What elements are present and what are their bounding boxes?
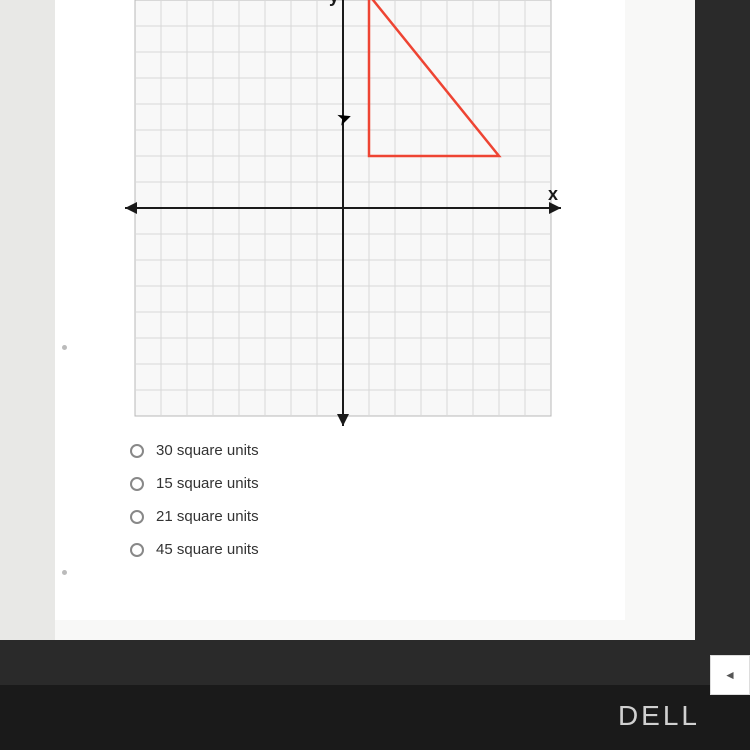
chevron-left-icon: ◄ <box>724 668 736 682</box>
option-label: 45 square units <box>156 541 259 558</box>
option-label: 21 square units <box>156 508 259 525</box>
radio-icon[interactable] <box>130 543 144 557</box>
option-15[interactable]: 15 square units <box>130 475 259 492</box>
x-axis-label: x <box>548 184 558 204</box>
y-axis-label: y <box>329 0 339 6</box>
radio-icon[interactable] <box>130 510 144 524</box>
graph-svg: x y <box>105 0 565 430</box>
option-45[interactable]: 45 square units <box>130 541 259 558</box>
page-margin <box>0 0 55 640</box>
coordinate-graph: x y ➤ <box>105 0 565 430</box>
dell-logo: DELL <box>618 700 700 732</box>
margin-dot <box>62 345 67 350</box>
option-30[interactable]: 30 square units <box>130 442 259 459</box>
option-label: 15 square units <box>156 475 259 492</box>
margin-dot <box>62 570 67 575</box>
answer-options: 30 square units 15 square units 21 squar… <box>130 442 259 574</box>
option-label: 30 square units <box>156 442 259 459</box>
option-21[interactable]: 21 square units <box>130 508 259 525</box>
radio-icon[interactable] <box>130 477 144 491</box>
radio-icon[interactable] <box>130 444 144 458</box>
prev-button[interactable]: ◄ <box>710 655 750 695</box>
